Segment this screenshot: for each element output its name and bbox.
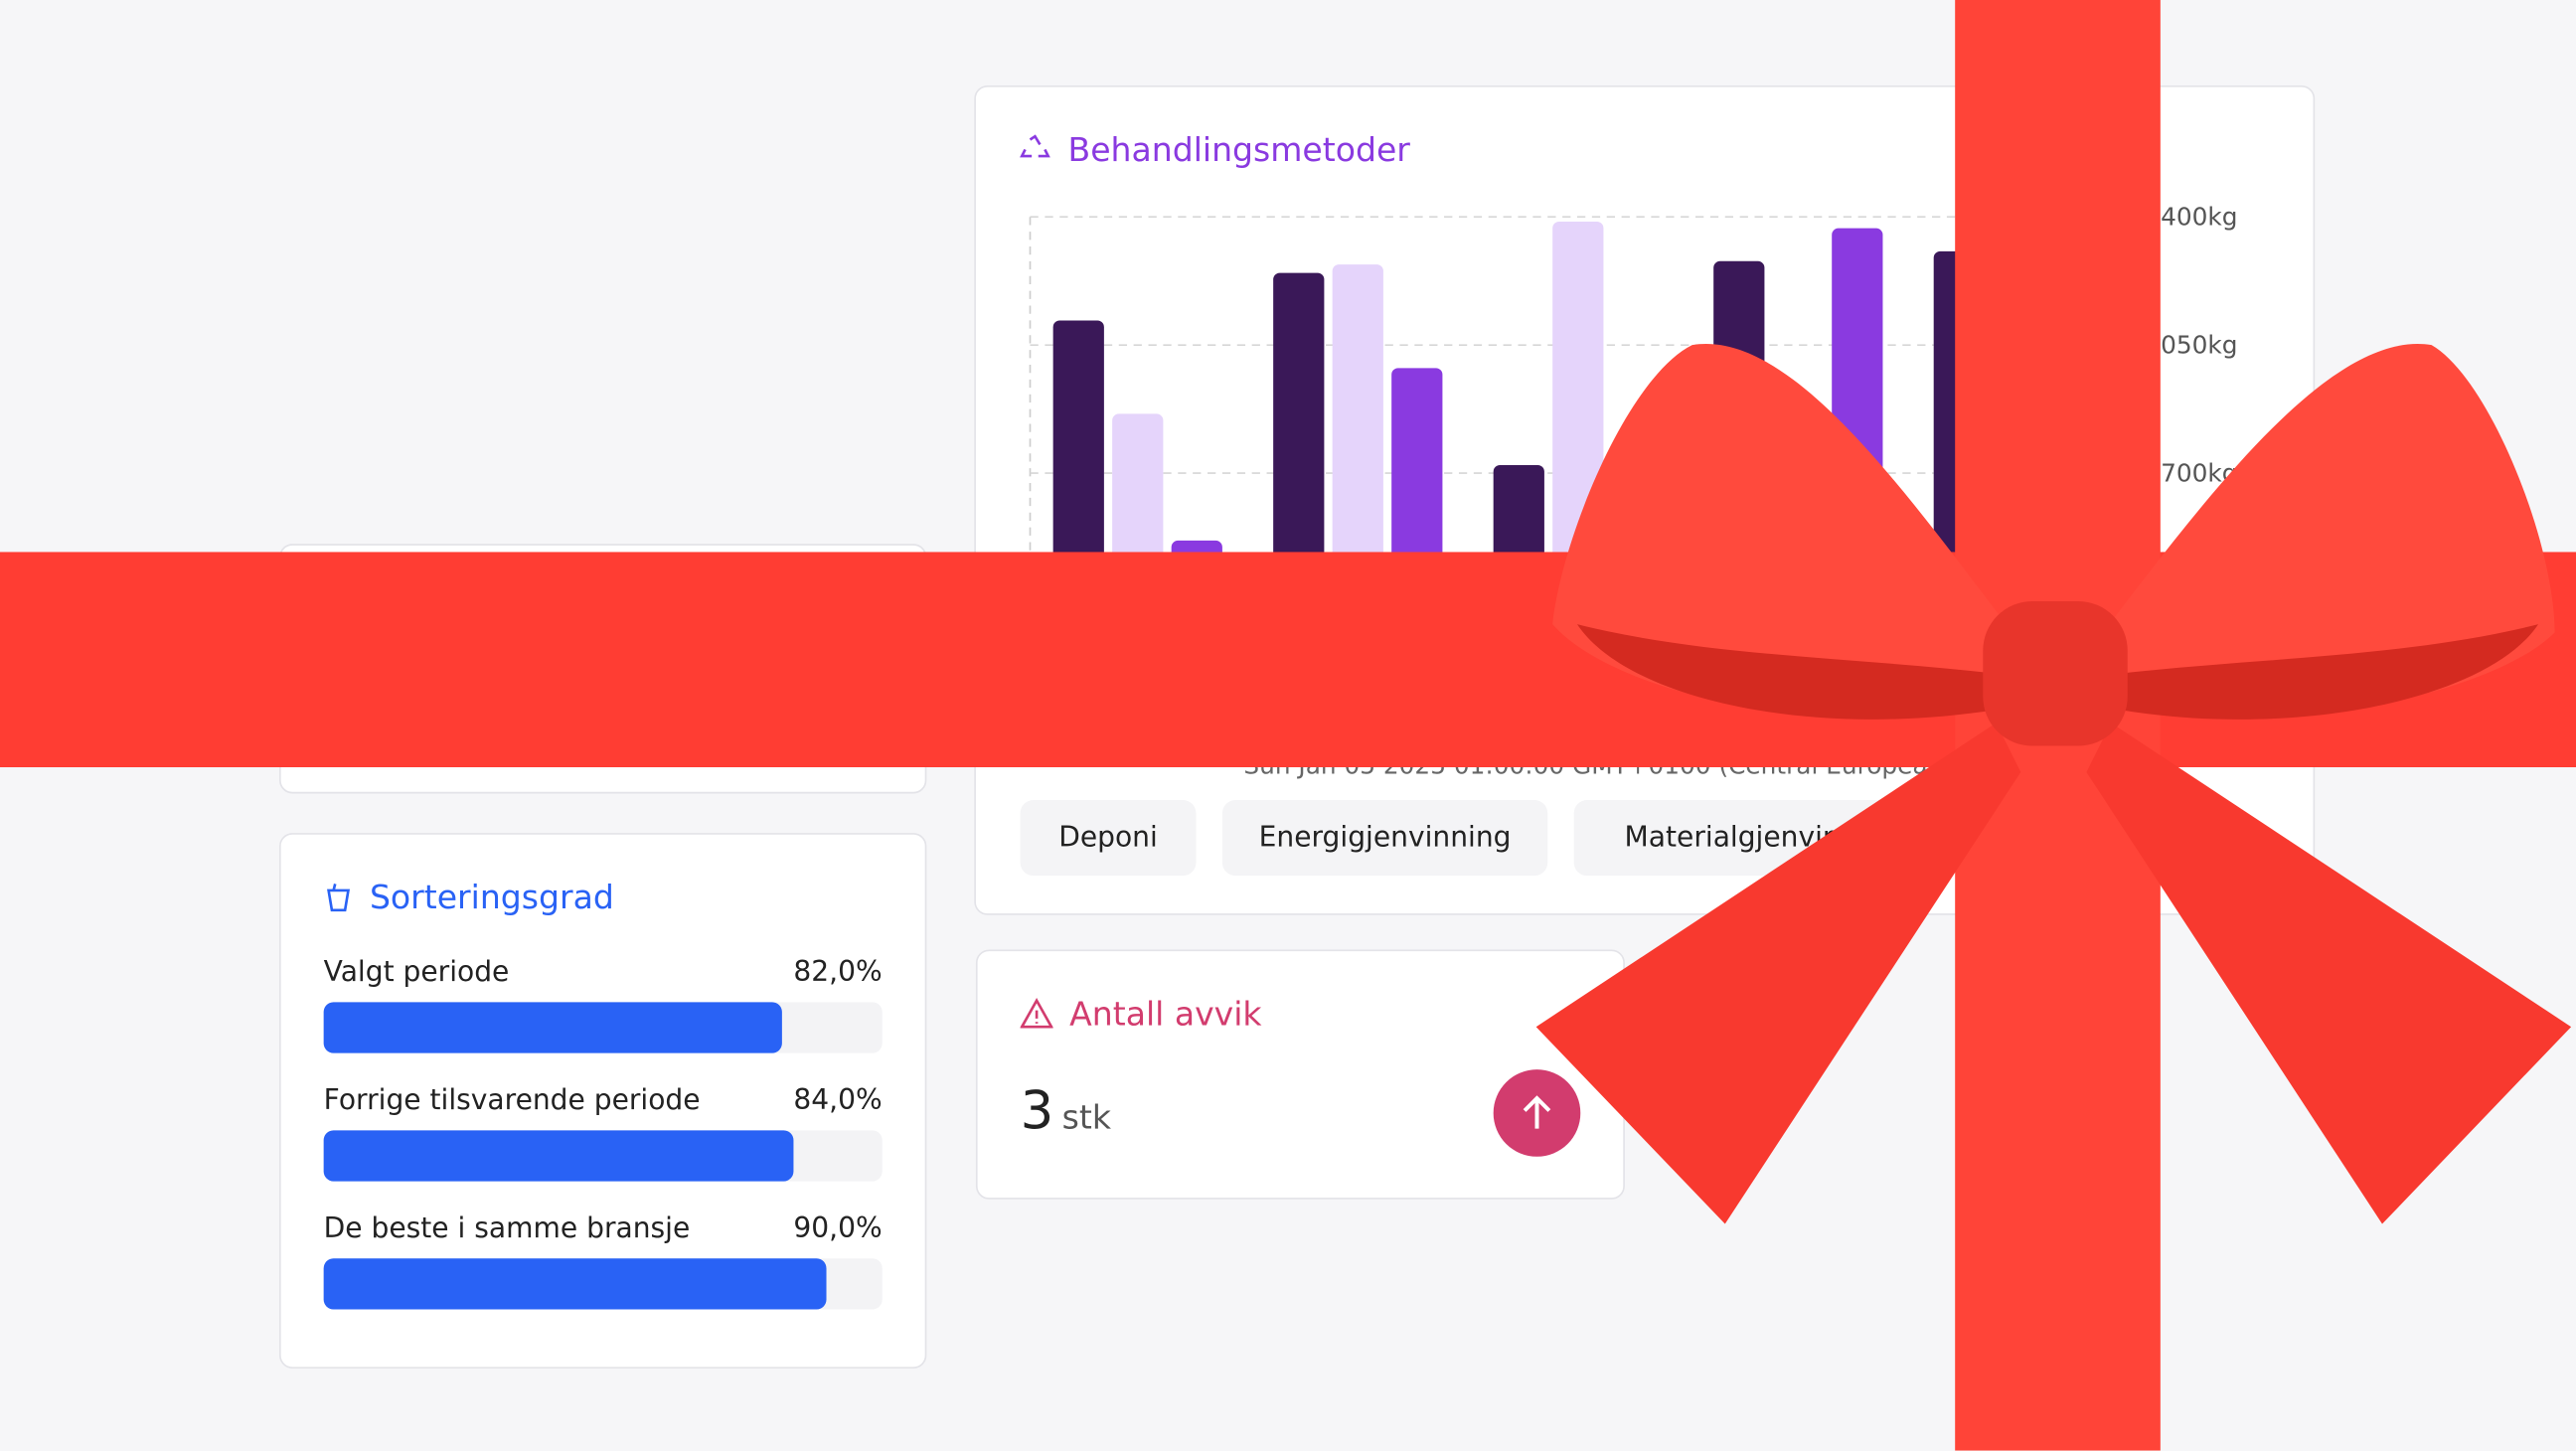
cup-icon	[327, 884, 351, 912]
sorting-header: Sorteringsgrad	[324, 877, 614, 917]
sorting-title: Sorteringsgrad	[369, 877, 614, 917]
bar	[1112, 413, 1164, 729]
deviation-value: 3 stk	[1021, 1079, 1111, 1142]
y-tick-label: 1 400kg	[2137, 202, 2237, 231]
row-label: Valgt periode	[323, 956, 510, 990]
sorting-card: Sorteringsgrad Valgt periode 82,0% Forrige…	[279, 833, 927, 1370]
deviation-title: Antall avvik	[1069, 994, 1262, 1034]
bar	[1933, 250, 1985, 729]
progress-track	[323, 1258, 883, 1310]
y-tick-label: 1 050kg	[2137, 330, 2237, 359]
y-tick-label: 700kg	[2161, 458, 2237, 487]
chart-header: Behandlingsmetoder	[1019, 129, 1410, 170]
hidden-card	[279, 544, 927, 794]
legend-button[interactable]: Energigjenvinning	[1221, 800, 1548, 877]
progress-track	[323, 1130, 883, 1182]
bar	[1391, 368, 1443, 729]
row-value: 82,0%	[793, 956, 883, 990]
deviation-header: Antall avvik	[1020, 994, 1262, 1034]
warning-icon	[1020, 998, 1053, 1029]
chart: 700kg 1 050kg 1 400kg Sun Jan 05 2025 01:00…	[1029, 202, 2238, 780]
bar	[1713, 260, 1765, 729]
progress-fill	[323, 1258, 827, 1310]
row-value: 90,0%	[793, 1211, 883, 1246]
x-axis-label: Sun Jan 05 2025 01:00:00 GMT+0100 (Centr…	[1243, 751, 2141, 780]
bar	[1273, 272, 1325, 729]
bar	[1552, 221, 1604, 729]
bar	[1171, 540, 1222, 729]
bar	[1332, 264, 1383, 729]
progress-fill	[323, 1002, 782, 1053]
trend-button[interactable]	[1493, 1069, 1581, 1157]
row-label: De beste i samme bransje	[323, 1211, 691, 1246]
bar	[1832, 228, 1883, 729]
deviation-unit: stk	[1061, 1097, 1111, 1137]
recycle-icon	[1020, 134, 1050, 158]
progress-track	[323, 1002, 883, 1053]
deviation-card: Antall avvik 3 stk	[975, 949, 1625, 1200]
row-value: 84,0%	[793, 1084, 883, 1118]
arrow-up-icon	[1523, 1095, 1551, 1129]
bar	[1493, 464, 1544, 729]
row-label: Forrige tilsvarende periode	[323, 1084, 701, 1118]
bar	[1052, 320, 1104, 729]
legend-button[interactable]: Materialgjenvinning	[1573, 800, 1952, 877]
legend-button[interactable]: Deponi	[1020, 800, 1197, 877]
chart-card: Behandlingsmetoder 700kg 1 050kg 1 400kg Su…	[974, 84, 2316, 915]
progress-fill	[323, 1130, 793, 1182]
deviation-count: 3	[1020, 1079, 1054, 1142]
chart-title: Behandlingsmetoder	[1067, 129, 1410, 170]
